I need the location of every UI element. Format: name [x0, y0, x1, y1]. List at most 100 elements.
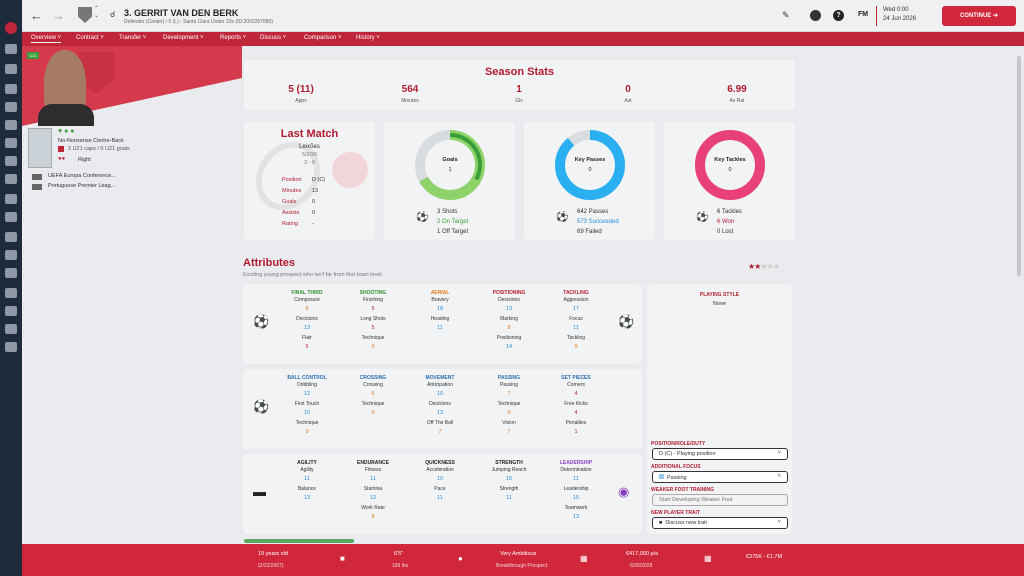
scouting-icon[interactable]	[5, 232, 17, 242]
staff-icon[interactable]	[5, 138, 17, 148]
inbox-icon[interactable]	[5, 44, 17, 54]
tab-discuss[interactable]: Discuss ˅	[260, 35, 287, 41]
help-icon[interactable]: ?	[833, 10, 844, 21]
attribute-label[interactable]: Dribbling	[297, 382, 317, 388]
season-stats-title: Season Stats	[484, 66, 555, 78]
attribute-category: SHOOTING	[359, 290, 387, 296]
club-crest-icon[interactable]	[78, 7, 92, 23]
attribute-label[interactable]: Flair	[302, 335, 312, 341]
dev-centre-icon[interactable]	[5, 306, 17, 316]
attribute-label[interactable]: Positioning	[496, 335, 522, 341]
attribute-label[interactable]: Passing	[500, 382, 518, 388]
attribute-label[interactable]: Penalties	[565, 420, 587, 426]
personality-icon: ●	[458, 554, 463, 563]
home-icon[interactable]	[5, 22, 17, 34]
attribute-label[interactable]: Anticipation	[427, 382, 453, 388]
position-role-duty-select[interactable]: D (C) - Playing position ˅	[652, 448, 788, 460]
lm-label: Assists	[282, 210, 300, 216]
forward-arrow-icon[interactable]: →	[52, 8, 65, 23]
attribute-label[interactable]: Free Kicks	[564, 401, 588, 407]
tab-label: Contract	[76, 35, 99, 41]
edit-icon[interactable]: ✎	[782, 10, 790, 20]
switch-chevrons-icon[interactable]: ⌃ ⌄	[94, 6, 100, 19]
attribute-label[interactable]: Balance	[297, 486, 317, 492]
training-icon[interactable]	[5, 156, 17, 166]
tackling-player-icon: ⚽	[696, 212, 709, 223]
attribute-label[interactable]: Strength	[499, 486, 519, 492]
opponent[interactable]: Leixões	[299, 144, 320, 150]
tab-transfer[interactable]: Transfer ˅	[119, 35, 147, 41]
attribute-value: 11	[573, 476, 579, 482]
attribute-label[interactable]: Leadership	[563, 486, 589, 492]
attribute-label[interactable]: Determination	[560, 467, 592, 473]
tactics-icon[interactable]	[5, 84, 17, 94]
data-icon[interactable]	[5, 102, 17, 112]
finances-icon[interactable]	[5, 288, 17, 298]
attribute-label[interactable]: First Touch	[294, 401, 320, 407]
attribute-label[interactable]: Bravery	[431, 297, 449, 303]
new-trait-select[interactable]: ■ Discuss new trait ˅	[652, 517, 788, 529]
attribute-label[interactable]: Focus	[569, 316, 583, 322]
transfers-icon[interactable]	[5, 250, 17, 260]
attribute-label[interactable]: Aggression	[563, 297, 589, 303]
attribute-value: 5	[305, 344, 309, 350]
attribute-label[interactable]: Jumping Reach	[491, 467, 527, 473]
report-icon[interactable]	[5, 324, 17, 334]
attribute-label[interactable]: Vision	[502, 420, 516, 426]
manager-icon[interactable]	[810, 10, 821, 21]
attribute-label[interactable]: Technique	[295, 420, 319, 426]
tab-overview[interactable]: Overview ˅	[31, 35, 62, 43]
tab-development[interactable]: Development ˅	[163, 35, 204, 41]
attribute-label[interactable]: Tackling	[566, 335, 586, 341]
additional-focus-select[interactable]: Passing ˅	[652, 471, 788, 483]
back-arrow-icon[interactable]: ←	[30, 8, 43, 23]
search-icon[interactable]: ☌	[110, 10, 116, 19]
tackles-panel: Key Tackles 0 ⚽ 6 Tackles 6 Won 0 Lost	[664, 122, 795, 240]
attribute-label[interactable]: Decisions	[296, 316, 318, 322]
tab-comparison[interactable]: Comparison ˅	[304, 35, 342, 41]
attribute-group-icon: ⚽	[618, 314, 635, 329]
attribute-label[interactable]: Acceleration	[426, 467, 454, 473]
attribute-label[interactable]: Stamina	[363, 486, 383, 492]
attribute-label[interactable]: Crossing	[363, 382, 383, 388]
attribute-label[interactable]: Technique	[361, 401, 385, 407]
attribute-value: 7	[507, 391, 511, 397]
attribute-category: BALL CONTROL	[287, 375, 327, 381]
attribute-label[interactable]: Decisions	[429, 401, 451, 407]
attribute-label[interactable]: Pace	[434, 486, 446, 492]
attribute-label[interactable]: Teamwork	[564, 505, 588, 511]
attribute-label[interactable]: Agility	[300, 467, 314, 473]
attribute-label[interactable]: Long Shots	[360, 316, 386, 322]
attributes-desc: Exciting young prospect who isn't far fr…	[243, 272, 384, 278]
club-info-icon[interactable]	[5, 268, 17, 278]
attribute-label[interactable]: Work Rate	[361, 505, 385, 511]
scrollbar[interactable]	[1017, 56, 1021, 276]
match-icon[interactable]	[5, 120, 17, 130]
squad-icon[interactable]	[5, 64, 17, 74]
attribute-label[interactable]: Corners	[567, 382, 585, 388]
continue-button[interactable]: CONTINUE ➜	[942, 6, 1016, 26]
medical-icon[interactable]	[5, 174, 17, 184]
people-icon[interactable]	[5, 342, 17, 352]
attribute-group-panel	[243, 369, 642, 449]
attribute-label[interactable]: Fitness	[364, 467, 382, 473]
weaker-foot-button[interactable]: Start Developing Weaker Foot	[652, 494, 788, 506]
attribute-label[interactable]: Marking	[500, 316, 518, 322]
attribute-label[interactable]: Technique	[497, 401, 521, 407]
attribute-label[interactable]: Technique	[361, 335, 385, 341]
attribute-label[interactable]: Composure	[294, 297, 320, 303]
attribute-label[interactable]: Decisions	[498, 297, 520, 303]
tab-contract[interactable]: Contract ˅	[76, 35, 104, 41]
attribute-label[interactable]: Off The Ball	[426, 420, 454, 426]
tab-history[interactable]: History ˅	[356, 35, 380, 41]
attribute-label[interactable]: Finishing	[362, 297, 383, 303]
tab-reports[interactable]: Reports ˅	[220, 35, 247, 41]
fm-logo[interactable]: FM	[858, 11, 869, 18]
attribute-label[interactable]: Heading	[430, 316, 450, 322]
attribute-group-icon: ⚽	[253, 314, 270, 329]
competition-1[interactable]: UEFA Europa Conference...	[48, 173, 116, 179]
schedule-icon[interactable]	[5, 194, 17, 204]
competition-2[interactable]: Portuguese Premier Leag...	[48, 183, 116, 189]
tab-label: Transfer	[119, 35, 142, 41]
competitions-icon[interactable]	[5, 212, 17, 222]
